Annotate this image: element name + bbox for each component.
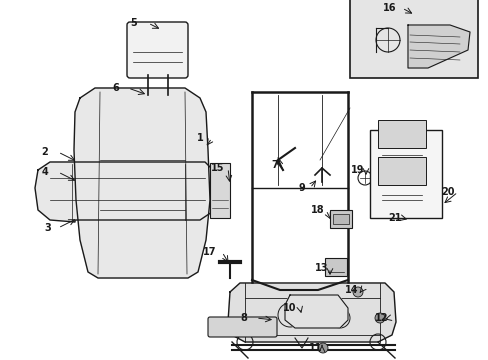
Bar	[209, 163, 229, 218]
Text: 13: 13	[315, 263, 328, 273]
Text: 5: 5	[130, 18, 137, 28]
Bar	[332, 214, 348, 224]
Text: 18: 18	[310, 205, 324, 215]
FancyBboxPatch shape	[127, 22, 187, 78]
Text: 16: 16	[383, 3, 396, 13]
Text: 8: 8	[240, 313, 247, 323]
Polygon shape	[285, 295, 347, 328]
Text: 9: 9	[298, 183, 305, 193]
Polygon shape	[74, 88, 209, 278]
Polygon shape	[35, 162, 218, 222]
Text: 6: 6	[112, 83, 119, 93]
Bar	[325, 258, 346, 276]
Text: 4: 4	[41, 167, 48, 177]
Text: 20: 20	[440, 187, 454, 197]
Text: 17: 17	[203, 247, 216, 257]
Circle shape	[352, 287, 362, 297]
Text: 7: 7	[271, 160, 278, 170]
Polygon shape	[227, 283, 395, 342]
Circle shape	[317, 343, 327, 353]
Bar	[329, 210, 351, 228]
Bar	[369, 130, 441, 218]
Text: 1: 1	[196, 133, 203, 143]
Text: 15: 15	[211, 163, 224, 173]
Text: 10: 10	[283, 303, 296, 313]
Bar	[377, 120, 425, 148]
FancyBboxPatch shape	[207, 317, 276, 337]
Text: 12: 12	[374, 313, 388, 323]
Text: 3: 3	[44, 223, 51, 233]
Text: 2: 2	[41, 147, 48, 157]
Text: 11: 11	[308, 343, 322, 353]
Text: 14: 14	[345, 285, 358, 295]
Circle shape	[374, 313, 384, 323]
Polygon shape	[407, 25, 469, 68]
Bar	[349, 0, 477, 78]
Text: 19: 19	[350, 165, 364, 175]
Text: 21: 21	[387, 213, 401, 223]
Bar	[377, 157, 425, 185]
